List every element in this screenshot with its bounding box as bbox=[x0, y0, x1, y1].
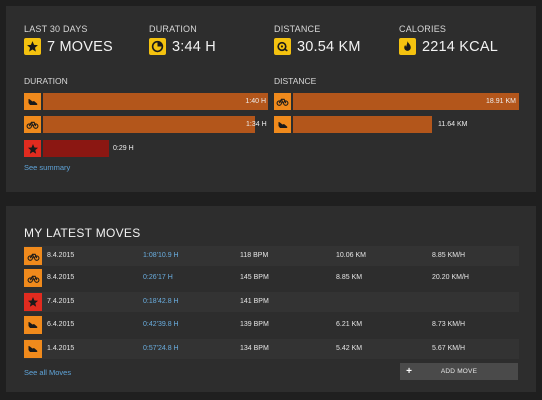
move-distance: 8.85 KM bbox=[336, 274, 363, 281]
duration-bar-fill bbox=[43, 93, 268, 110]
move-date: 8.4.2015 bbox=[47, 274, 75, 281]
move-duration-link[interactable]: 0:18'42.8 H bbox=[143, 298, 179, 305]
move-speed: 20.20 KM/H bbox=[432, 274, 469, 281]
move-speed: 8.85 KM/H bbox=[432, 252, 466, 259]
duration-bar-cycling[interactable]: 1:34 H bbox=[24, 116, 268, 133]
running-shoe-icon bbox=[24, 316, 42, 334]
move-date: 7.4.2015 bbox=[47, 298, 75, 305]
duration-bar-value: 1:34 H bbox=[246, 121, 267, 128]
running-shoe-icon bbox=[274, 116, 291, 133]
bicycle-icon bbox=[24, 269, 42, 287]
distance-bar-cycling[interactable]: 18.91 KM bbox=[274, 93, 519, 110]
stat-calories: CALORIES 2214 KCAL bbox=[399, 24, 498, 55]
duration-bar-value: 0:29 H bbox=[113, 145, 134, 152]
plus-icon: + bbox=[406, 366, 412, 377]
duration-bar-fill bbox=[43, 140, 109, 157]
duration-bar-value: 1:40 H bbox=[245, 98, 266, 105]
distance-bar-running[interactable]: 11.64 KM bbox=[274, 116, 519, 133]
distance-bar-fill bbox=[293, 93, 519, 110]
move-date: 1.4.2015 bbox=[47, 345, 75, 352]
move-date: 6.4.2015 bbox=[47, 321, 75, 328]
see-all-moves-link[interactable]: See all Moves bbox=[24, 368, 72, 377]
flame-icon bbox=[399, 38, 416, 55]
distance-bar-fill bbox=[293, 116, 432, 133]
latest-moves-panel: MY LATEST MOVES 8.4.2015 1:08'10.9 H 118… bbox=[6, 206, 536, 392]
move-row[interactable]: 1.4.2015 0:57'24.8 H 134 BPM 5.42 KM 5.6… bbox=[24, 339, 519, 359]
stat-value: 7 MOVES bbox=[47, 38, 113, 55]
move-row[interactable]: 7.4.2015 0:18'42.8 H 141 BPM bbox=[24, 292, 519, 312]
add-move-label: ADD MOVE bbox=[440, 368, 478, 375]
move-heart-rate: 141 BPM bbox=[240, 298, 269, 305]
star-icon bbox=[24, 38, 41, 55]
distance-bar-value: 11.64 KM bbox=[438, 121, 468, 128]
stat-label: LAST 30 DAYS bbox=[24, 24, 88, 34]
duration-bar-other[interactable]: 0:29 H bbox=[24, 140, 268, 157]
latest-moves-title: MY LATEST MOVES bbox=[24, 226, 141, 240]
stat-value: 3:44 H bbox=[172, 38, 216, 55]
move-duration-link[interactable]: 0:42'39.8 H bbox=[143, 321, 179, 328]
move-row[interactable]: 6.4.2015 0:42'39.8 H 139 BPM 6.21 KM 8.7… bbox=[24, 315, 519, 335]
move-speed: 5.67 KM/H bbox=[432, 345, 466, 352]
move-row[interactable]: 8.4.2015 0:26'17 H 145 BPM 8.85 KM 20.20… bbox=[24, 268, 519, 288]
move-date: 8.4.2015 bbox=[47, 252, 75, 259]
running-shoe-icon bbox=[24, 340, 42, 358]
stat-label: CALORIES bbox=[399, 24, 447, 34]
see-summary-link[interactable]: See summary bbox=[24, 163, 71, 172]
stat-label: DURATION bbox=[149, 24, 197, 34]
summary-panel: LAST 30 DAYS 7 MOVES DURATION 3:44 H DIS… bbox=[6, 6, 536, 192]
move-heart-rate: 145 BPM bbox=[240, 274, 269, 281]
move-speed: 8.73 KM/H bbox=[432, 321, 466, 328]
clock-icon bbox=[149, 38, 166, 55]
stat-distance: DISTANCE 30.54 KM bbox=[274, 24, 361, 55]
stat-label: DISTANCE bbox=[274, 24, 321, 34]
move-duration-link[interactable]: 0:26'17 H bbox=[143, 274, 173, 281]
bicycle-icon bbox=[24, 116, 41, 133]
add-move-button[interactable]: + ADD MOVE bbox=[400, 363, 518, 380]
distance-chart-title: DISTANCE bbox=[274, 76, 317, 86]
move-duration-link[interactable]: 1:08'10.9 H bbox=[143, 252, 179, 259]
duration-bar-running[interactable]: 1:40 H bbox=[24, 93, 268, 110]
bicycle-icon bbox=[274, 93, 291, 110]
star-icon bbox=[24, 293, 42, 311]
move-heart-rate: 139 BPM bbox=[240, 321, 269, 328]
stat-value: 2214 KCAL bbox=[422, 38, 498, 55]
move-distance: 6.21 KM bbox=[336, 321, 363, 328]
move-row[interactable]: 8.4.2015 1:08'10.9 H 118 BPM 10.06 KM 8.… bbox=[24, 246, 519, 266]
move-distance: 10.06 KM bbox=[336, 252, 366, 259]
stat-last-30-days: LAST 30 DAYS 7 MOVES bbox=[24, 24, 113, 55]
move-heart-rate: 118 BPM bbox=[240, 252, 269, 259]
distance-icon bbox=[274, 38, 291, 55]
bicycle-icon bbox=[24, 247, 42, 265]
star-icon bbox=[24, 140, 41, 157]
distance-bar-value: 18.91 KM bbox=[486, 98, 516, 105]
move-heart-rate: 134 BPM bbox=[240, 345, 269, 352]
duration-chart-title: DURATION bbox=[24, 76, 68, 86]
duration-bar-fill bbox=[43, 116, 255, 133]
stat-value: 30.54 KM bbox=[297, 38, 361, 55]
move-distance: 5.42 KM bbox=[336, 345, 363, 352]
running-shoe-icon bbox=[24, 93, 41, 110]
stat-duration: DURATION 3:44 H bbox=[149, 24, 216, 55]
move-duration-link[interactable]: 0:57'24.8 H bbox=[143, 345, 179, 352]
